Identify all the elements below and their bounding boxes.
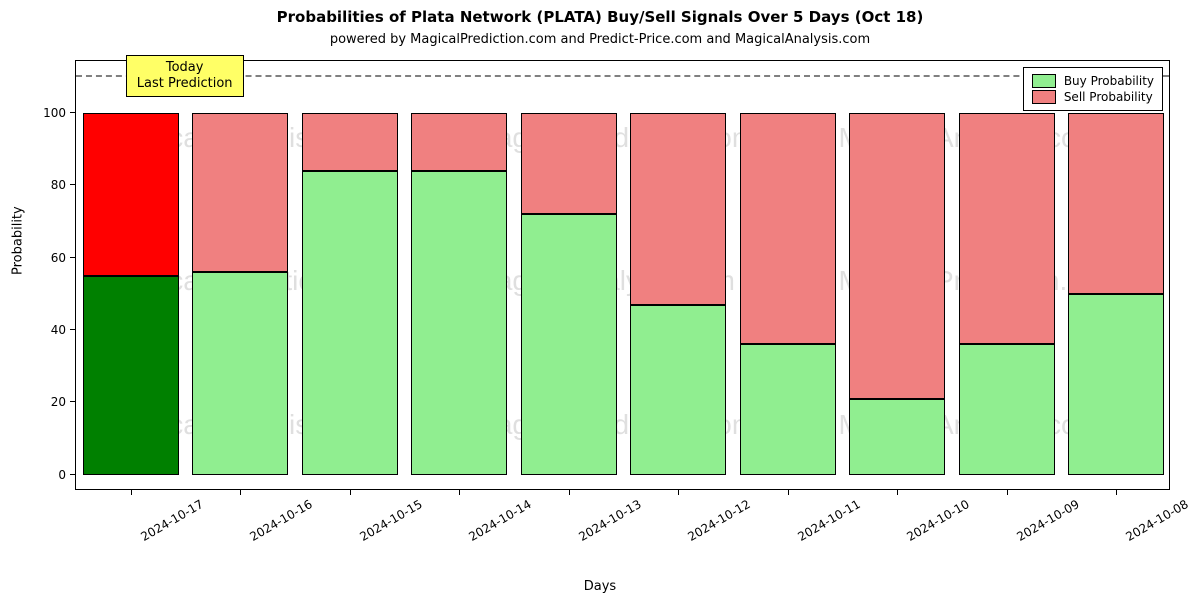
y-tick-label: 20	[51, 395, 66, 409]
chart-title: Probabilities of Plata Network (PLATA) B…	[0, 8, 1200, 26]
bar-buy	[411, 171, 507, 475]
bar-sell	[411, 113, 507, 171]
x-tick-mark	[897, 489, 898, 495]
bar-sell	[192, 113, 288, 272]
x-tick-label: 2024-10-12	[686, 497, 753, 544]
x-tick-label: 2024-10-09	[1014, 497, 1081, 544]
bar-buy	[1068, 294, 1164, 475]
bar-slot	[849, 59, 945, 475]
legend-label: Sell Probability	[1064, 90, 1153, 104]
y-tick-label: 80	[51, 178, 66, 192]
x-tick-label: 2024-10-17	[138, 497, 205, 544]
x-tick-label: 2024-10-16	[248, 497, 315, 544]
bar-buy	[192, 272, 288, 474]
x-tick-label: 2024-10-13	[576, 497, 643, 544]
bar-slot	[411, 59, 507, 475]
y-tick-label: 100	[43, 106, 66, 120]
plot-area: MagicalAnalysis.comMagicalPrediction.com…	[75, 60, 1170, 490]
bar-buy	[521, 214, 617, 474]
bar-slot	[302, 59, 398, 475]
x-tick-mark	[569, 489, 570, 495]
bar-slot	[83, 59, 179, 475]
annotation-line: Today	[137, 60, 233, 76]
y-tick-mark	[70, 329, 76, 330]
bar-buy	[302, 171, 398, 475]
x-tick-label: 2024-10-10	[905, 497, 972, 544]
bar-buy	[849, 399, 945, 475]
bar-sell	[83, 113, 179, 276]
y-tick-mark	[70, 474, 76, 475]
x-axis-label: Days	[0, 579, 1200, 594]
bar-slot	[630, 59, 726, 475]
x-tick-label: 2024-10-14	[467, 497, 534, 544]
y-tick-mark	[70, 112, 76, 113]
bar-slot	[192, 59, 288, 475]
x-tick-mark	[788, 489, 789, 495]
annotation-line: Last Prediction	[137, 76, 233, 92]
chart-container: Probabilities of Plata Network (PLATA) B…	[0, 0, 1200, 600]
bar-slot	[740, 59, 836, 475]
y-tick-label: 60	[51, 251, 66, 265]
x-tick-label: 2024-10-11	[795, 497, 862, 544]
y-tick-mark	[70, 184, 76, 185]
bar-buy	[83, 276, 179, 475]
y-tick-label: 40	[51, 323, 66, 337]
bar-sell	[521, 113, 617, 214]
bar-sell	[849, 113, 945, 398]
bar-sell	[302, 113, 398, 171]
x-tick-mark	[350, 489, 351, 495]
bar-buy	[740, 344, 836, 474]
x-tick-label: 2024-10-08	[1124, 497, 1191, 544]
chart-subtitle: powered by MagicalPrediction.com and Pre…	[0, 32, 1200, 47]
x-tick-mark	[678, 489, 679, 495]
bar-slot	[959, 59, 1055, 475]
bar-slot	[521, 59, 617, 475]
bar-sell	[1068, 113, 1164, 294]
bar-buy	[630, 305, 726, 475]
bar-slot	[1068, 59, 1164, 475]
bar-sell	[630, 113, 726, 305]
legend: Buy Probability Sell Probability	[1023, 67, 1163, 111]
bar-sell	[740, 113, 836, 344]
y-tick-label: 0	[58, 468, 66, 482]
x-tick-mark	[459, 489, 460, 495]
y-tick-mark	[70, 257, 76, 258]
legend-item: Sell Probability	[1032, 90, 1154, 104]
legend-swatch	[1032, 90, 1056, 104]
today-annotation: TodayLast Prediction	[126, 55, 244, 98]
x-tick-mark	[240, 489, 241, 495]
x-tick-label: 2024-10-15	[357, 497, 424, 544]
x-tick-mark	[1007, 489, 1008, 495]
legend-label: Buy Probability	[1064, 74, 1154, 88]
bar-sell	[959, 113, 1055, 344]
legend-swatch	[1032, 74, 1056, 88]
y-axis-label: Probability	[11, 206, 26, 275]
x-tick-mark	[131, 489, 132, 495]
bar-buy	[959, 344, 1055, 474]
legend-item: Buy Probability	[1032, 74, 1154, 88]
x-tick-mark	[1116, 489, 1117, 495]
y-tick-mark	[70, 401, 76, 402]
